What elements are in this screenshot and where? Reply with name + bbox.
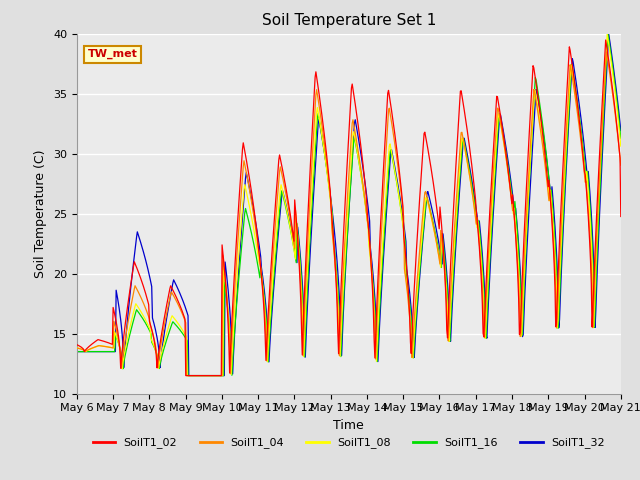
SoilT1_32	[195, 372, 202, 378]
SoilT1_16	[83, 348, 90, 354]
SoilT1_08	[223, 300, 231, 306]
SoilT1_02	[617, 214, 625, 219]
SoilT1_04	[617, 162, 625, 168]
SoilT1_04	[416, 249, 424, 254]
SoilT1_04	[139, 299, 147, 304]
SoilT1_32	[223, 279, 231, 285]
SoilT1_02	[602, 37, 609, 43]
SoilT1_32	[73, 348, 81, 354]
SoilT1_16	[195, 372, 202, 378]
SoilT1_04	[195, 372, 202, 378]
SoilT1_16	[184, 372, 192, 378]
SoilT1_04	[182, 372, 190, 378]
SoilT1_04	[603, 49, 611, 55]
SoilT1_08	[604, 31, 611, 37]
SoilT1_04	[431, 234, 439, 240]
SoilT1_32	[617, 128, 625, 133]
SoilT1_32	[139, 246, 147, 252]
SoilT1_32	[605, 31, 612, 37]
SoilT1_02	[182, 372, 189, 378]
SoilT1_16	[73, 348, 81, 354]
SoilT1_16	[223, 303, 231, 309]
SoilT1_02	[73, 342, 81, 348]
Legend: SoilT1_02, SoilT1_04, SoilT1_08, SoilT1_16, SoilT1_32: SoilT1_02, SoilT1_04, SoilT1_08, SoilT1_…	[88, 433, 609, 453]
SoilT1_02	[416, 197, 424, 203]
SoilT1_08	[617, 143, 625, 149]
Line: SoilT1_04: SoilT1_04	[77, 52, 621, 375]
X-axis label: Time: Time	[333, 419, 364, 432]
SoilT1_02	[223, 306, 231, 312]
SoilT1_16	[416, 270, 424, 276]
Line: SoilT1_08: SoilT1_08	[77, 34, 621, 375]
SoilT1_04	[223, 300, 231, 306]
SoilT1_16	[617, 135, 625, 141]
SoilT1_32	[431, 222, 439, 228]
SoilT1_08	[184, 372, 191, 378]
Line: SoilT1_02: SoilT1_02	[77, 40, 621, 375]
SoilT1_32	[416, 276, 424, 282]
SoilT1_02	[139, 281, 147, 287]
Title: Soil Temperature Set 1: Soil Temperature Set 1	[262, 13, 436, 28]
SoilT1_16	[604, 31, 612, 37]
SoilT1_02	[431, 195, 439, 201]
SoilT1_04	[73, 345, 81, 351]
SoilT1_04	[83, 348, 90, 353]
SoilT1_02	[83, 346, 90, 352]
SoilT1_16	[139, 315, 147, 321]
SoilT1_32	[83, 348, 90, 354]
Line: SoilT1_16: SoilT1_16	[77, 34, 621, 375]
SoilT1_08	[73, 345, 81, 351]
SoilT1_32	[185, 372, 193, 378]
SoilT1_16	[431, 231, 439, 237]
Y-axis label: Soil Temperature (C): Soil Temperature (C)	[35, 149, 47, 278]
SoilT1_02	[195, 372, 202, 378]
Text: TW_met: TW_met	[88, 49, 138, 59]
SoilT1_08	[195, 372, 202, 378]
SoilT1_08	[416, 261, 424, 267]
Line: SoilT1_32: SoilT1_32	[77, 34, 621, 375]
SoilT1_08	[431, 234, 439, 240]
SoilT1_08	[139, 312, 147, 317]
SoilT1_08	[83, 348, 90, 354]
